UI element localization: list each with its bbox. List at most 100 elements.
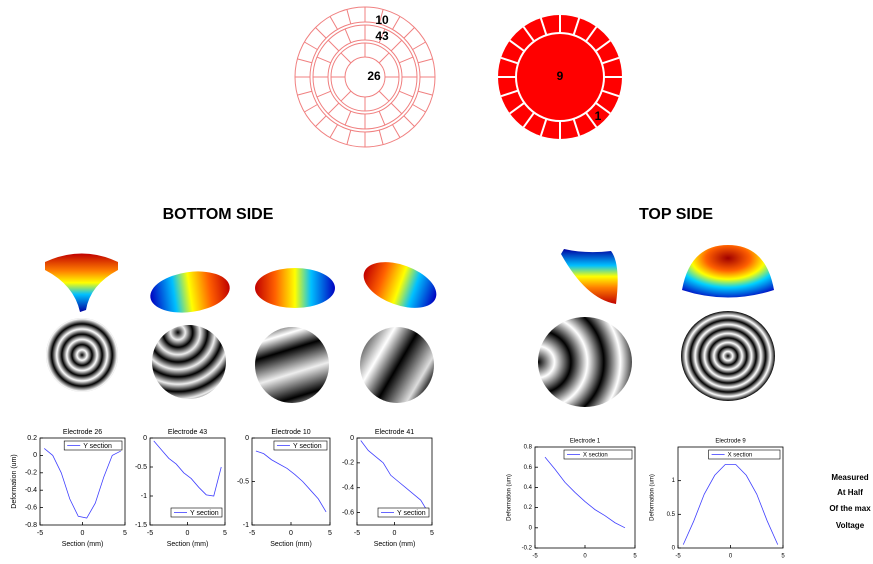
chart: Electrode 26 Section (mm) Deformation (um)… [11,429,127,548]
electrode-label: 9 [557,69,564,83]
chart-title: Electrode 9 [715,439,746,445]
segment-divider [390,102,403,115]
segment-divider [398,90,414,98]
y-tick-label: 0 [245,435,249,442]
segment-divider [595,39,611,52]
chart-title: Electrode 10 [271,429,310,436]
segment-divider [539,17,548,36]
x-tick-label: -5 [147,530,153,537]
x-tick-label: 0 [393,530,397,537]
segment-divider [378,129,384,145]
data-line [153,440,222,497]
chart-title: Electrode 43 [168,429,207,436]
segment-divider [539,118,548,137]
y-tick-label: -0.5 [237,478,249,485]
y-tick-label: 0 [529,525,533,531]
segment-divider [522,112,535,128]
segment-divider [500,89,519,98]
x-tick-label: -5 [532,554,538,560]
y-tick-label: -1 [141,493,147,500]
y-tick-label: -0.4 [342,485,354,492]
chart-title: Electrode 1 [570,439,601,445]
data-line [255,450,327,513]
segment-divider [522,26,535,42]
segment-divider [378,52,390,64]
plot-area [39,437,126,526]
section-heading: BOTTOM SIDE [163,206,274,223]
x-tick-label: 5 [328,530,332,537]
y-tick-label: 0 [143,435,147,442]
x-tick-label: 0 [729,554,733,560]
segment-divider [500,56,519,65]
note-line: At Half [837,488,863,497]
y-tick-label: -1 [243,522,249,529]
y-tick-label: 0.4 [524,485,533,491]
chart: Electrode 41 Section (mm) -5 0 5 -0.6 -0.4 -0.2… [342,429,434,548]
segment-divider [392,124,401,138]
segment-divider [344,110,352,126]
segment-divider [329,124,338,138]
legend-box [708,449,781,460]
y-tick-label: -0.6 [25,504,37,511]
plot-area [534,446,636,549]
x-axis-label: Section (mm) [270,541,312,548]
electrode-label: 43 [375,29,389,43]
surface-plots [45,245,774,313]
fringe-images [46,311,775,407]
legend-box [63,440,123,451]
electrode-label: 1 [595,109,602,123]
segment-divider [390,39,403,52]
y-tick-label: 0 [350,435,354,442]
x-axis-label: Section (mm) [167,541,209,548]
note-line: Measured [831,473,868,482]
x-tick-label: 5 [633,554,637,560]
segment-divider [601,89,620,98]
segment-divider [346,9,352,25]
legend-label: Y section [293,443,322,450]
segment-divider [595,102,611,115]
segment-divider [509,102,525,115]
legend-label: Y section [190,510,219,517]
y-tick-label: -0.8 [25,522,37,529]
chart: Electrode 10 Section (mm) -5 0 5 -1 -0.5 0 Y sec… [237,429,332,548]
x-tick-label: 5 [430,530,434,537]
segment-divider [316,90,332,98]
legend-box [377,507,430,518]
data-line [360,440,429,513]
x-axis-label: Section (mm) [62,541,104,548]
segment-divider [585,112,598,128]
segment-divider [403,115,415,127]
chart: Electrode 43 Section (mm) -5 0 5 -1.5 -1 -0.5 0 Y… [135,429,227,548]
legend-label: X section [583,453,608,459]
x-tick-label: -5 [249,530,255,537]
legend-box [170,507,223,518]
y-tick-label: 0.2 [524,505,533,511]
x-axis-label: Section (mm) [374,541,416,548]
segment-divider [344,28,352,44]
y-axis-label: Deformation (um) [507,474,513,521]
y-tick-label: -1.5 [135,522,147,529]
x-tick-label: 0 [81,530,85,537]
segment-divider [398,56,414,64]
data-line [682,464,779,545]
segment-divider [315,27,327,39]
y-tick-label: -0.6 [342,509,354,516]
segment-divider [509,39,525,52]
y-tick-label: 0.6 [524,465,533,471]
y-axis-label: Deformation (um) [11,454,18,508]
x-tick-label: -5 [675,554,681,560]
data-line [544,456,626,529]
x-tick-label: -5 [37,530,43,537]
segment-divider [417,58,433,64]
x-tick-label: 0 [583,554,587,560]
segment-divider [585,26,598,42]
legend-box [563,449,633,460]
top-electrodes [498,15,622,139]
legend-box [273,440,328,451]
segment-divider [297,58,313,64]
segment-divider [378,90,390,102]
segment-divider [378,28,386,44]
segment-divider [378,110,386,126]
legend-label: Y section [83,443,112,450]
